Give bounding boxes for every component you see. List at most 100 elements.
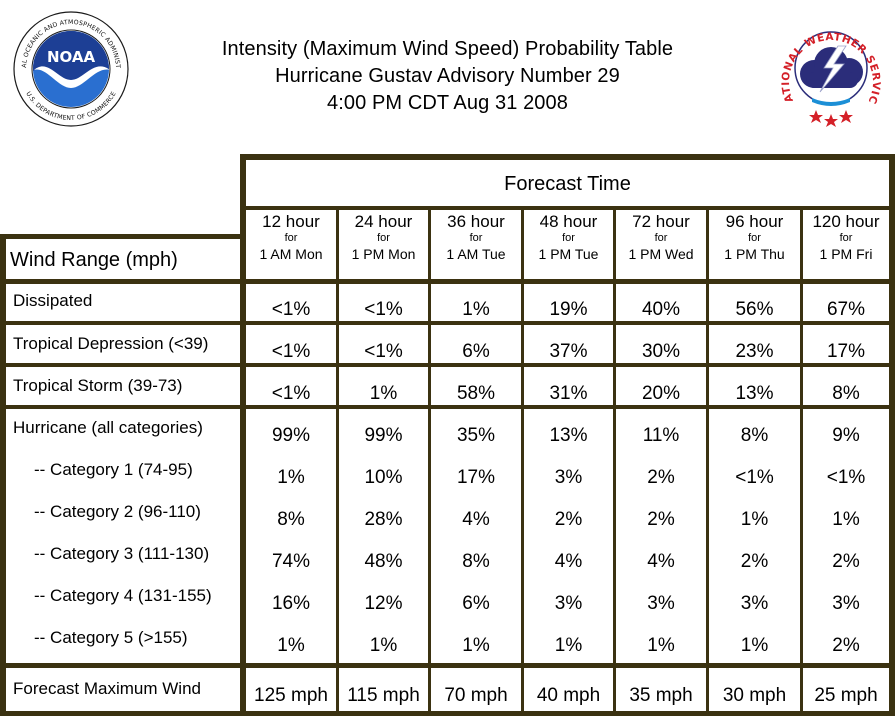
column-for: for <box>377 232 390 244</box>
column-header: 48 hour for 1 PM Tue <box>524 212 613 263</box>
table-cell: 4% <box>647 551 675 572</box>
forecast-time-divider <box>246 206 889 210</box>
table-cell: 6% <box>462 593 490 614</box>
noaa-logo-icon: NATIONAL OCEANIC AND ATMOSPHERIC ADMINIS… <box>12 10 129 127</box>
table-cell: 1% <box>277 467 305 488</box>
column-hours: 12 hour <box>262 212 320 231</box>
table-cell: 1% <box>740 635 769 656</box>
table-cell: <1% <box>735 467 774 488</box>
column-header: 24 hour for 1 PM Mon <box>339 212 428 263</box>
column-hours: 24 hour <box>354 212 413 231</box>
row-label-hurricane: Hurricane (all categories) <box>13 418 203 437</box>
table-cell: <1% <box>271 299 311 320</box>
table-cell: 3% <box>832 593 860 614</box>
row-divider-2 <box>0 363 895 367</box>
table-cell: 8% <box>277 509 305 530</box>
max-wind-cell: 40 mph <box>536 685 601 706</box>
col-divider-2 <box>428 208 431 716</box>
table-cell: 20% <box>641 383 681 404</box>
table-cell: 17% <box>456 467 496 488</box>
table-cell: 1% <box>369 635 398 656</box>
row-label-category-1: -- Category 1 (74-95) <box>34 460 193 479</box>
column-when: 1 PM Fri <box>819 246 873 262</box>
column-when: 1 PM Thu <box>724 246 785 262</box>
column-hours: 72 hour <box>632 212 690 231</box>
table-cell: 8% <box>462 551 490 572</box>
column-when: 1 PM Wed <box>628 246 694 262</box>
max-wind-cell: 35 mph <box>629 685 693 706</box>
row-label-tropical-depression: Tropical Depression (<39) <box>13 334 209 353</box>
max-wind-cell: 125 mph <box>254 685 328 706</box>
table-border-left <box>0 234 6 716</box>
table-cell: <1% <box>364 299 403 320</box>
column-for: for <box>748 232 761 244</box>
column-header: 96 hour for 1 PM Thu <box>709 212 800 263</box>
table-cell: 67% <box>826 299 866 320</box>
nws-logo-icon: NATIONAL WEATHER SERVICE <box>776 6 882 127</box>
page-header: Intensity (Maximum Wind Speed) Probabili… <box>0 0 895 150</box>
table-cell: 10% <box>364 467 403 488</box>
row-divider-1 <box>0 321 895 325</box>
table-cell: 99% <box>271 425 311 446</box>
table-cell: 13% <box>735 383 774 404</box>
noaa-center-text: NOAA <box>47 48 96 66</box>
title-line-2: Hurricane Gustav Advisory Number 29 <box>275 65 620 87</box>
column-header: 120 hour for 1 PM Fri <box>803 212 889 263</box>
column-when: 1 PM Mon <box>351 246 416 262</box>
table-cell: 37% <box>549 341 588 362</box>
row-label-max-wind: Forecast Maximum Wind <box>13 679 201 698</box>
table-cell: 8% <box>740 425 769 446</box>
table-cell: 3% <box>740 593 769 614</box>
column-when: 1 AM Mon <box>259 246 323 262</box>
table-cell: 4% <box>462 509 490 530</box>
max-wind-cell: 115 mph <box>347 685 420 706</box>
column-hours: 120 hour <box>812 212 880 231</box>
max-wind-cell: 30 mph <box>722 685 787 706</box>
row-label-category-4: -- Category 4 (131-155) <box>34 586 212 605</box>
column-when: 1 PM Tue <box>538 246 599 262</box>
table-cell: 13% <box>549 425 588 446</box>
row-divider-3 <box>0 405 895 409</box>
table-cell: 74% <box>271 551 311 572</box>
table-cell: 35% <box>456 425 496 446</box>
table-cell: <1% <box>364 341 403 362</box>
table-cell: 11% <box>642 425 680 446</box>
col-divider-1 <box>336 208 339 716</box>
row-label-category-2: -- Category 2 (96-110) <box>34 502 201 521</box>
table-cell: <1% <box>271 341 311 362</box>
table-cell: 1% <box>740 509 769 530</box>
forecast-time-label: Forecast Time <box>504 173 631 195</box>
table-cell: 17% <box>826 341 866 362</box>
col-divider-5 <box>706 208 709 716</box>
table-cell: 58% <box>456 383 496 404</box>
table-cell: 3% <box>554 593 583 614</box>
wind-range-border-top <box>0 234 246 239</box>
table-border-bottom <box>0 711 895 716</box>
table-cell: 12% <box>364 593 403 614</box>
max-wind-cell: 70 mph <box>444 685 508 706</box>
table-cell: <1% <box>826 467 866 488</box>
column-for: for <box>839 232 853 244</box>
table-cell: 23% <box>735 341 774 362</box>
table-cell: 1% <box>277 635 305 656</box>
table-cell: 2% <box>647 467 675 488</box>
table-cell: 1% <box>462 299 490 320</box>
table-cell: 2% <box>740 551 769 572</box>
column-for: for <box>469 232 483 244</box>
table-cell: 1% <box>554 635 583 656</box>
title-line-3: 4:00 PM CDT Aug 31 2008 <box>327 92 568 114</box>
col-divider-3 <box>521 208 524 716</box>
table-cell: 19% <box>549 299 588 320</box>
table-cell: 2% <box>832 635 860 656</box>
title-line-1: Intensity (Maximum Wind Speed) Probabili… <box>221 38 674 60</box>
column-header: 72 hour for 1 PM Wed <box>616 212 706 263</box>
table-border-inner-left <box>240 154 246 716</box>
row-label-category-5: -- Category 5 (>155) <box>34 628 188 647</box>
table-cell: 3% <box>647 593 675 614</box>
table-cell: 4% <box>554 551 583 572</box>
row-divider-4 <box>0 663 895 668</box>
table-cell: 2% <box>554 509 583 530</box>
column-for: for <box>654 232 668 244</box>
table-cell: 6% <box>462 341 490 362</box>
